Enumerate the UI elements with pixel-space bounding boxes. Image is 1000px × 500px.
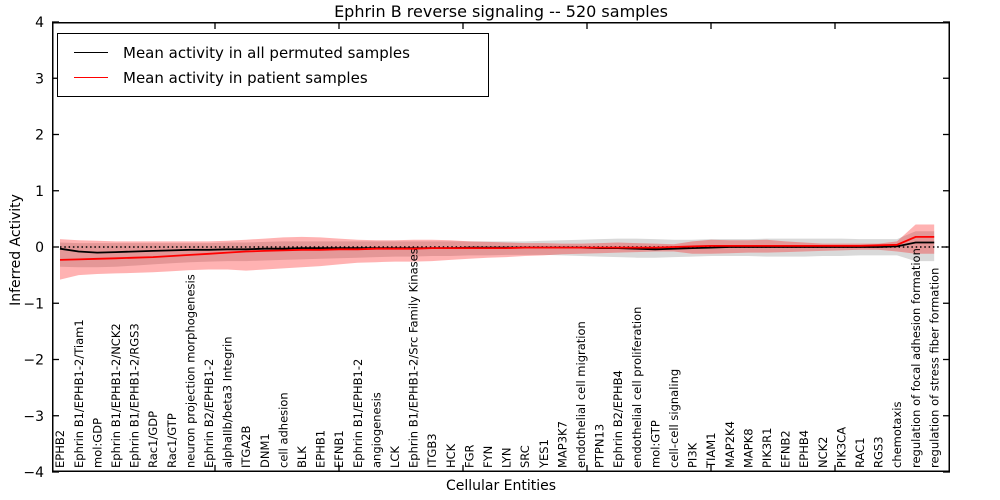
y-tick-label: 1 [35,184,44,200]
x-tick-label: TIAM1 [704,432,718,469]
x-tick-label: Ephrin B1/EPHB1-2/Src Family Kinases [407,248,421,468]
x-tick-label: Rac1/GDP [146,411,160,468]
legend: Mean activity in all permuted samples Me… [57,33,489,97]
x-tick-label: EFNB1 [332,430,346,468]
x-tick-label: chemotaxis [890,402,904,468]
x-tick-label: Ephrin B1/EPHB1-2 [351,359,365,468]
x-tick-label: Ephrin B2/EPHB4 [611,370,625,468]
x-tick-label: HCK [444,443,458,468]
y-tick-label: 4 [35,15,44,31]
x-tick-label: Ephrin B1/EPHB1-2/Tiam1 [72,319,86,468]
x-tick-label: Ephrin B1/EPHB1-2/RGS3 [128,323,142,468]
x-tick-label: PIK3CA [834,427,848,468]
x-tick-label: regulation of stress fiber formation [927,268,941,468]
x-tick-label: EPHB1 [314,430,328,468]
y-axis-label: Inferred Activity [8,194,24,306]
legend-label-patient: Mean activity in patient samples [123,68,368,87]
x-tick-label: Rac1/GTP [165,413,179,468]
x-tick-label: mol:GTP [648,420,662,468]
x-tick-label: PTPN13 [593,424,607,468]
x-tick-label: RGS3 [872,436,886,468]
x-tick-label: angiogenesis [369,392,383,468]
x-tick-label: FYN [481,446,495,468]
x-tick-label: MAPK8 [741,428,755,468]
legend-entry-permuted: Mean activity in all permuted samples [74,44,488,62]
y-tick-label: −2 [23,353,44,369]
x-tick-label: EPHB4 [797,430,811,468]
x-tick-label: PI3K [686,442,700,468]
x-tick-label: EPHB2 [53,430,67,468]
x-tick-label: regulation of focal adhesion formation [909,248,923,468]
y-tick-label: 3 [35,71,44,87]
x-tick-label: BLK [295,446,309,468]
x-tick-label: neuron projection morphogenesis [183,274,197,468]
legend-label-permuted: Mean activity in all permuted samples [123,43,410,62]
legend-entry-patient: Mean activity in patient samples [74,69,488,87]
chart-title: Ephrin B reverse signaling -- 520 sample… [334,2,668,21]
x-tick-label: ITGA2B [239,425,253,468]
x-tick-label: LYN [500,447,514,468]
x-tick-label: cell adhesion [276,392,290,468]
y-tick-label: −1 [23,296,44,312]
patient-mean-line [59,235,935,261]
x-tick-label: LCK [388,446,402,468]
x-tick-label: MAP2K4 [723,421,737,468]
x-tick-label: mol:GDP [90,418,104,468]
y-tick-label: 2 [35,128,44,144]
x-tick-label: PIK3R1 [760,428,774,469]
x-axis-label: Cellular Entities [445,478,557,494]
x-tick-label: ITGB3 [425,433,439,468]
x-tick-label: cell-cell signaling [667,369,681,468]
patient-line-swatch [74,77,108,78]
x-tick-label: DNM1 [258,433,272,468]
permuted-line-swatch [74,52,108,53]
y-tick-label: 0 [35,240,44,256]
patient-band [60,224,935,280]
y-tick-label: −4 [23,465,44,481]
x-tick-label: SRC [518,445,532,468]
x-tick-label: endothelial cell migration [574,321,588,468]
permuted-band [60,231,935,268]
x-tick-label: MAP3K7 [555,421,569,468]
x-tick-label: RAC1 [853,437,867,468]
x-tick-label: endothelial cell proliferation [630,307,644,468]
x-tick-label: YES1 [537,439,551,469]
x-tick-label: EFNB2 [779,430,793,468]
y-tick-label: −3 [23,409,44,425]
x-tick-label: Ephrin B2/EPHB1-2 [202,359,216,468]
x-tick-label: Ephrin B1/EPHB1-2/NCK2 [109,323,123,468]
x-tick-label: alphaIIb/beta3 Integrin [221,336,235,468]
x-tick-label: NCK2 [816,437,830,469]
x-tick-label: FGR [462,444,476,468]
